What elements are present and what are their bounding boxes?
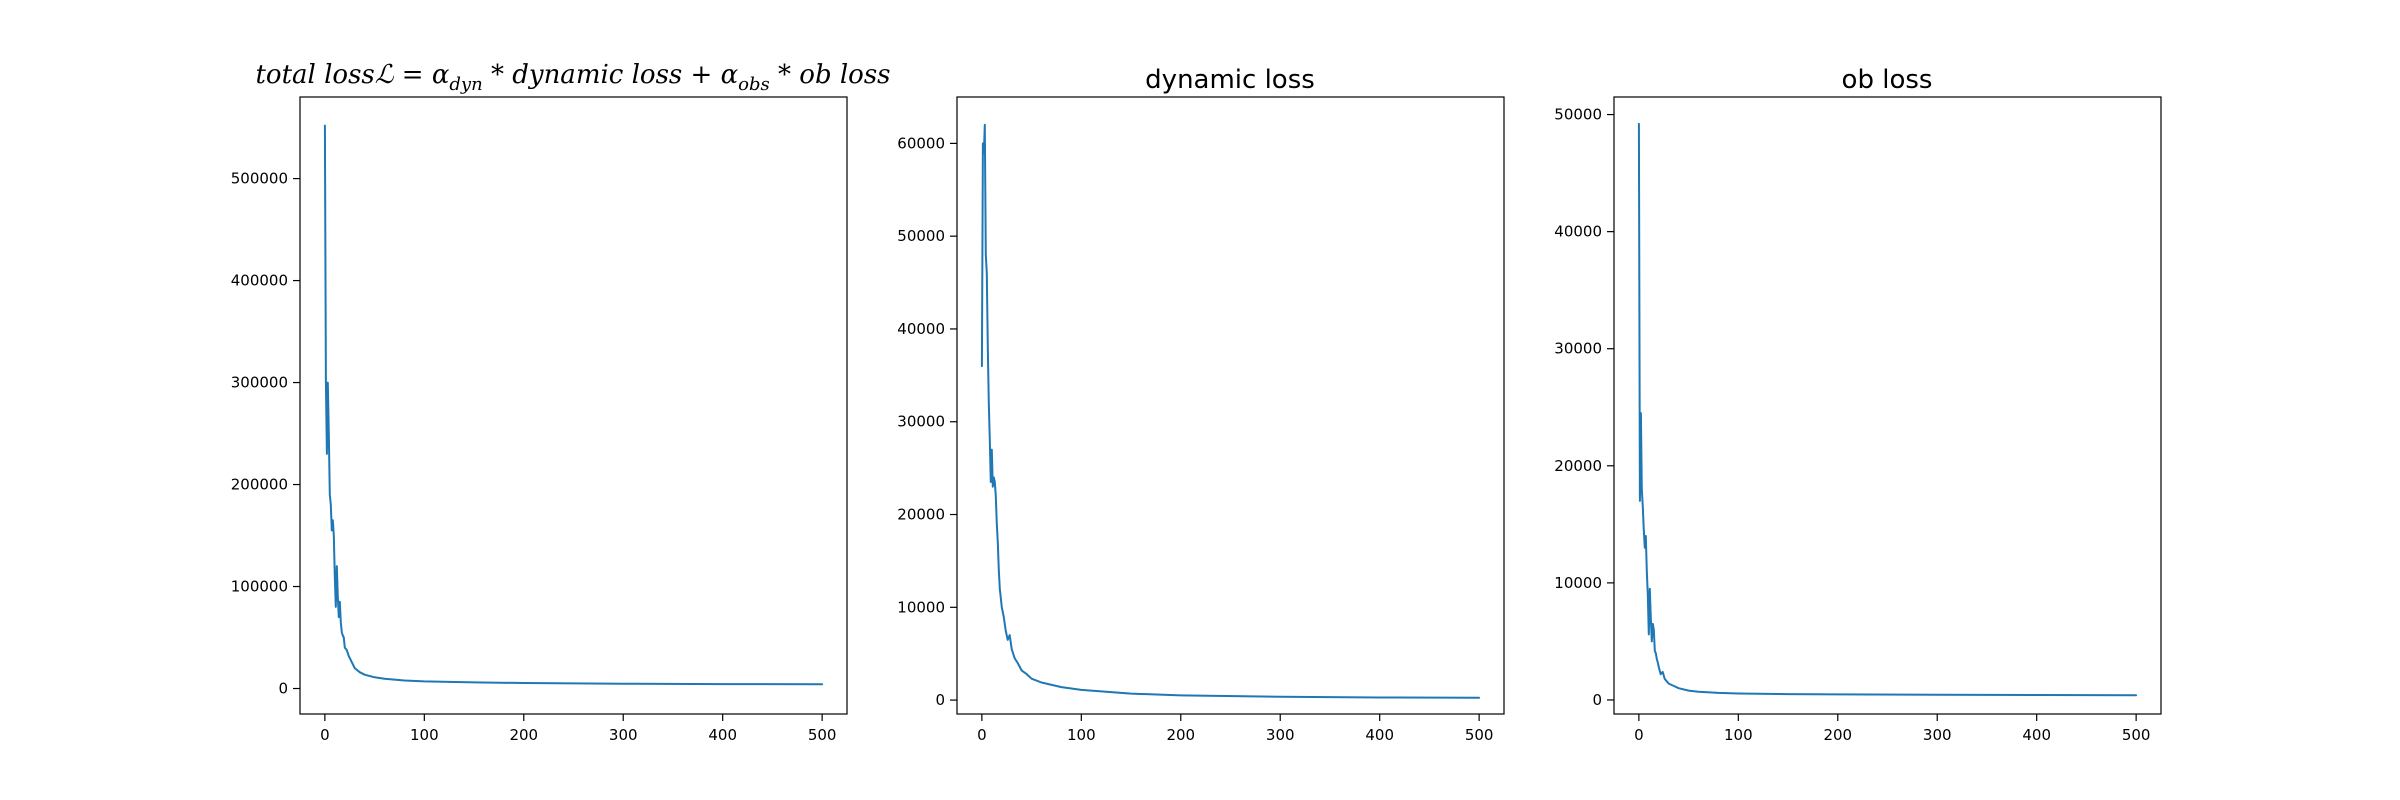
series-line xyxy=(1637,122,2138,697)
y-tick-label: 0 xyxy=(278,680,288,698)
y-tick-label: 50000 xyxy=(897,227,945,245)
y-tick-label: 10000 xyxy=(1554,574,1602,592)
x-tick-label: 200 xyxy=(1823,726,1852,744)
x-tick-label: 500 xyxy=(808,726,837,744)
x-tick-label: 0 xyxy=(977,726,987,744)
chart-title: dynamic loss xyxy=(1145,65,1315,95)
y-tick-label: 30000 xyxy=(1554,340,1602,358)
y-tick-label: 0 xyxy=(935,691,945,709)
x-tick-label: 500 xyxy=(2122,726,2151,744)
x-tick-label: 400 xyxy=(708,726,737,744)
x-tick-label: 200 xyxy=(509,726,538,744)
y-tick-label: 40000 xyxy=(897,320,945,338)
y-tick-label: 200000 xyxy=(231,476,288,494)
x-tick-label: 0 xyxy=(1634,726,1644,744)
y-tick-label: 100000 xyxy=(231,578,288,596)
y-tick-label: 40000 xyxy=(1554,223,1602,241)
x-tick-label: 300 xyxy=(1266,726,1295,744)
y-tick-label: 400000 xyxy=(231,272,288,290)
y-tick-label: 60000 xyxy=(897,134,945,152)
x-tick-label: 300 xyxy=(1923,726,1952,744)
chart-title: ob loss xyxy=(1842,65,1933,95)
x-tick-label: 100 xyxy=(1067,726,1096,744)
y-tick-label: 0 xyxy=(1592,691,1602,709)
x-tick-label: 500 xyxy=(1465,726,1494,744)
x-tick-label: 200 xyxy=(1166,726,1195,744)
tick-group: 0 100 200 300 400 500 0 10000 20000 30000 40000 500… xyxy=(1554,106,2150,744)
y-tick-label: 20000 xyxy=(897,506,945,524)
y-tick-label: 30000 xyxy=(897,413,945,431)
axes-frame xyxy=(1613,96,2162,715)
x-tick-label: 100 xyxy=(1724,726,1753,744)
y-tick-label: 300000 xyxy=(231,374,288,392)
x-tick-label: 100 xyxy=(410,726,439,744)
y-tick-label: 500000 xyxy=(231,170,288,188)
axes-frame xyxy=(956,96,1505,715)
y-tick-label: 10000 xyxy=(897,598,945,616)
x-tick-label: 400 xyxy=(2022,726,2051,744)
tick-group: 0 100 200 300 400 500 0 10000 20000 30000 40000 500… xyxy=(897,134,1493,744)
chart-total-loss: total lossℒ = αdyn * dynamic loss + αobs… xyxy=(231,60,891,744)
x-tick-label: 0 xyxy=(320,726,330,744)
chart-ob-loss: ob loss 0 100 200 300 400 500 0 10000 20000 30000… xyxy=(1554,65,2162,744)
chart-title: total lossℒ = αdyn * dynamic loss + αobs… xyxy=(255,60,890,95)
series-line xyxy=(323,124,824,686)
y-tick-label: 20000 xyxy=(1554,457,1602,475)
x-tick-label: 400 xyxy=(1365,726,1394,744)
tick-group: 0 100 200 300 400 500 0 100000 200000 300000 40000… xyxy=(231,170,837,744)
y-tick-label: 50000 xyxy=(1554,106,1602,124)
x-tick-label: 300 xyxy=(609,726,638,744)
axes-frame xyxy=(299,96,848,715)
series-line xyxy=(980,123,1481,699)
chart-dynamic-loss: dynamic loss 0 100 200 300 400 500 0 10000 20000… xyxy=(897,65,1505,744)
